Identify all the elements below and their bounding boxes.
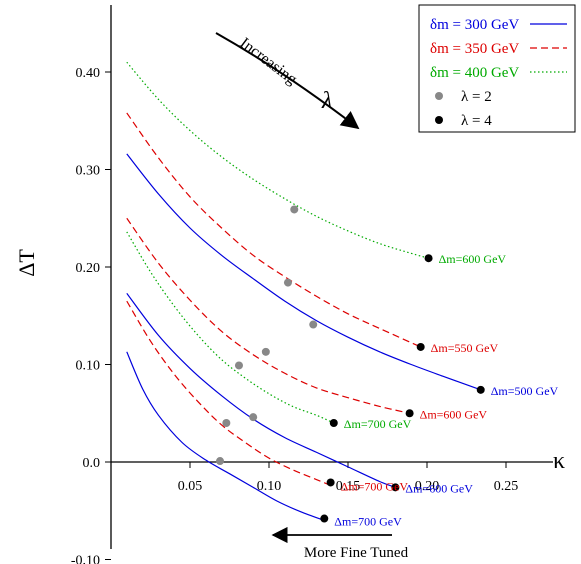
lambda-point	[405, 409, 414, 418]
lambda-point	[416, 342, 425, 351]
curve-end-label: Δm=600 GeV	[420, 407, 488, 421]
series-line-7	[126, 300, 331, 486]
legend-label: δm = 350 GeV	[430, 41, 519, 57]
lambda-point	[476, 385, 485, 394]
increasing-arrow	[215, 32, 360, 130]
lambda-point	[216, 457, 225, 466]
lambda-point	[309, 320, 318, 329]
series-line-3	[126, 153, 481, 391]
lambda-point	[391, 483, 400, 492]
x-tick-label: 0.10	[257, 479, 282, 494]
y-tick-label: -0.10	[71, 554, 100, 564]
curve-end-label: Δm=600 GeV	[405, 481, 473, 495]
x-tick-label: 0.25	[494, 479, 519, 494]
lambda-point	[320, 514, 329, 523]
curve-end-label: Δm=600 GeV	[439, 252, 507, 266]
legend-box	[418, 4, 576, 133]
curve-end-label: Δm=700 GeV	[344, 417, 412, 431]
series-layer	[126, 61, 481, 522]
curve-end-label: Δm=500 GeV	[491, 384, 559, 398]
increasing-annotation: Increasing λ	[215, 32, 360, 130]
lambda-point	[283, 278, 292, 287]
series-line-1	[126, 61, 429, 259]
lambda-point	[234, 361, 243, 370]
legend: δm = 300 GeV δm = 350 GeV δm = 400 GeV λ = …	[418, 4, 576, 133]
x-tick-label: 0.15	[336, 479, 361, 494]
lambda-point	[222, 419, 231, 427]
legend-marker	[435, 116, 443, 124]
lambda-point	[329, 419, 338, 427]
x-tick-label: 0.20	[415, 479, 440, 494]
series-line-4	[126, 217, 410, 414]
curve-end-label: Δm=700 GeV	[341, 479, 409, 493]
curve-end-label: Δm=550 GeV	[431, 341, 499, 355]
legend-marker	[435, 92, 443, 100]
increasing-lambda: λ	[321, 88, 332, 114]
legend-label: δm = 300 GeV	[430, 17, 519, 33]
legend-label: λ = 2	[461, 89, 492, 105]
points-layer	[216, 205, 485, 523]
fine-tuned-annotation: More Fine Tuned	[271, 526, 409, 561]
x-tick-label: 0.05	[178, 479, 203, 494]
y-tick-label: 0.0	[83, 456, 101, 471]
y-tick-label: 0.20	[76, 261, 101, 276]
lambda-point	[326, 478, 335, 487]
axes: -0.10 0.0 0.10 0.20 0.30 0.40 0.05 0.10 0.15 0.2…	[14, 5, 565, 564]
y-tick-label: 0.30	[76, 164, 101, 179]
y-tick-label: 0.40	[76, 66, 101, 81]
lambda-point	[249, 413, 258, 422]
increasing-label: Increasing	[237, 35, 300, 89]
y-axis-label: ΔT	[14, 249, 39, 277]
curve-end-label: Δm=700 GeV	[334, 515, 402, 529]
legend-label: λ = 4	[461, 113, 492, 129]
y-tick-label: 0.10	[76, 359, 101, 374]
lambda-point	[424, 254, 433, 263]
lambda-point	[290, 205, 299, 214]
lambda-point	[261, 347, 270, 356]
series-line-6	[126, 292, 396, 488]
series-line-8	[126, 351, 325, 522]
series-line-5	[126, 231, 335, 424]
x-axis-label: κ	[553, 448, 565, 474]
fine-tuned-label: More Fine Tuned	[304, 545, 409, 561]
legend-label: δm = 400 GeV	[430, 65, 519, 81]
series-line-2	[126, 112, 421, 348]
